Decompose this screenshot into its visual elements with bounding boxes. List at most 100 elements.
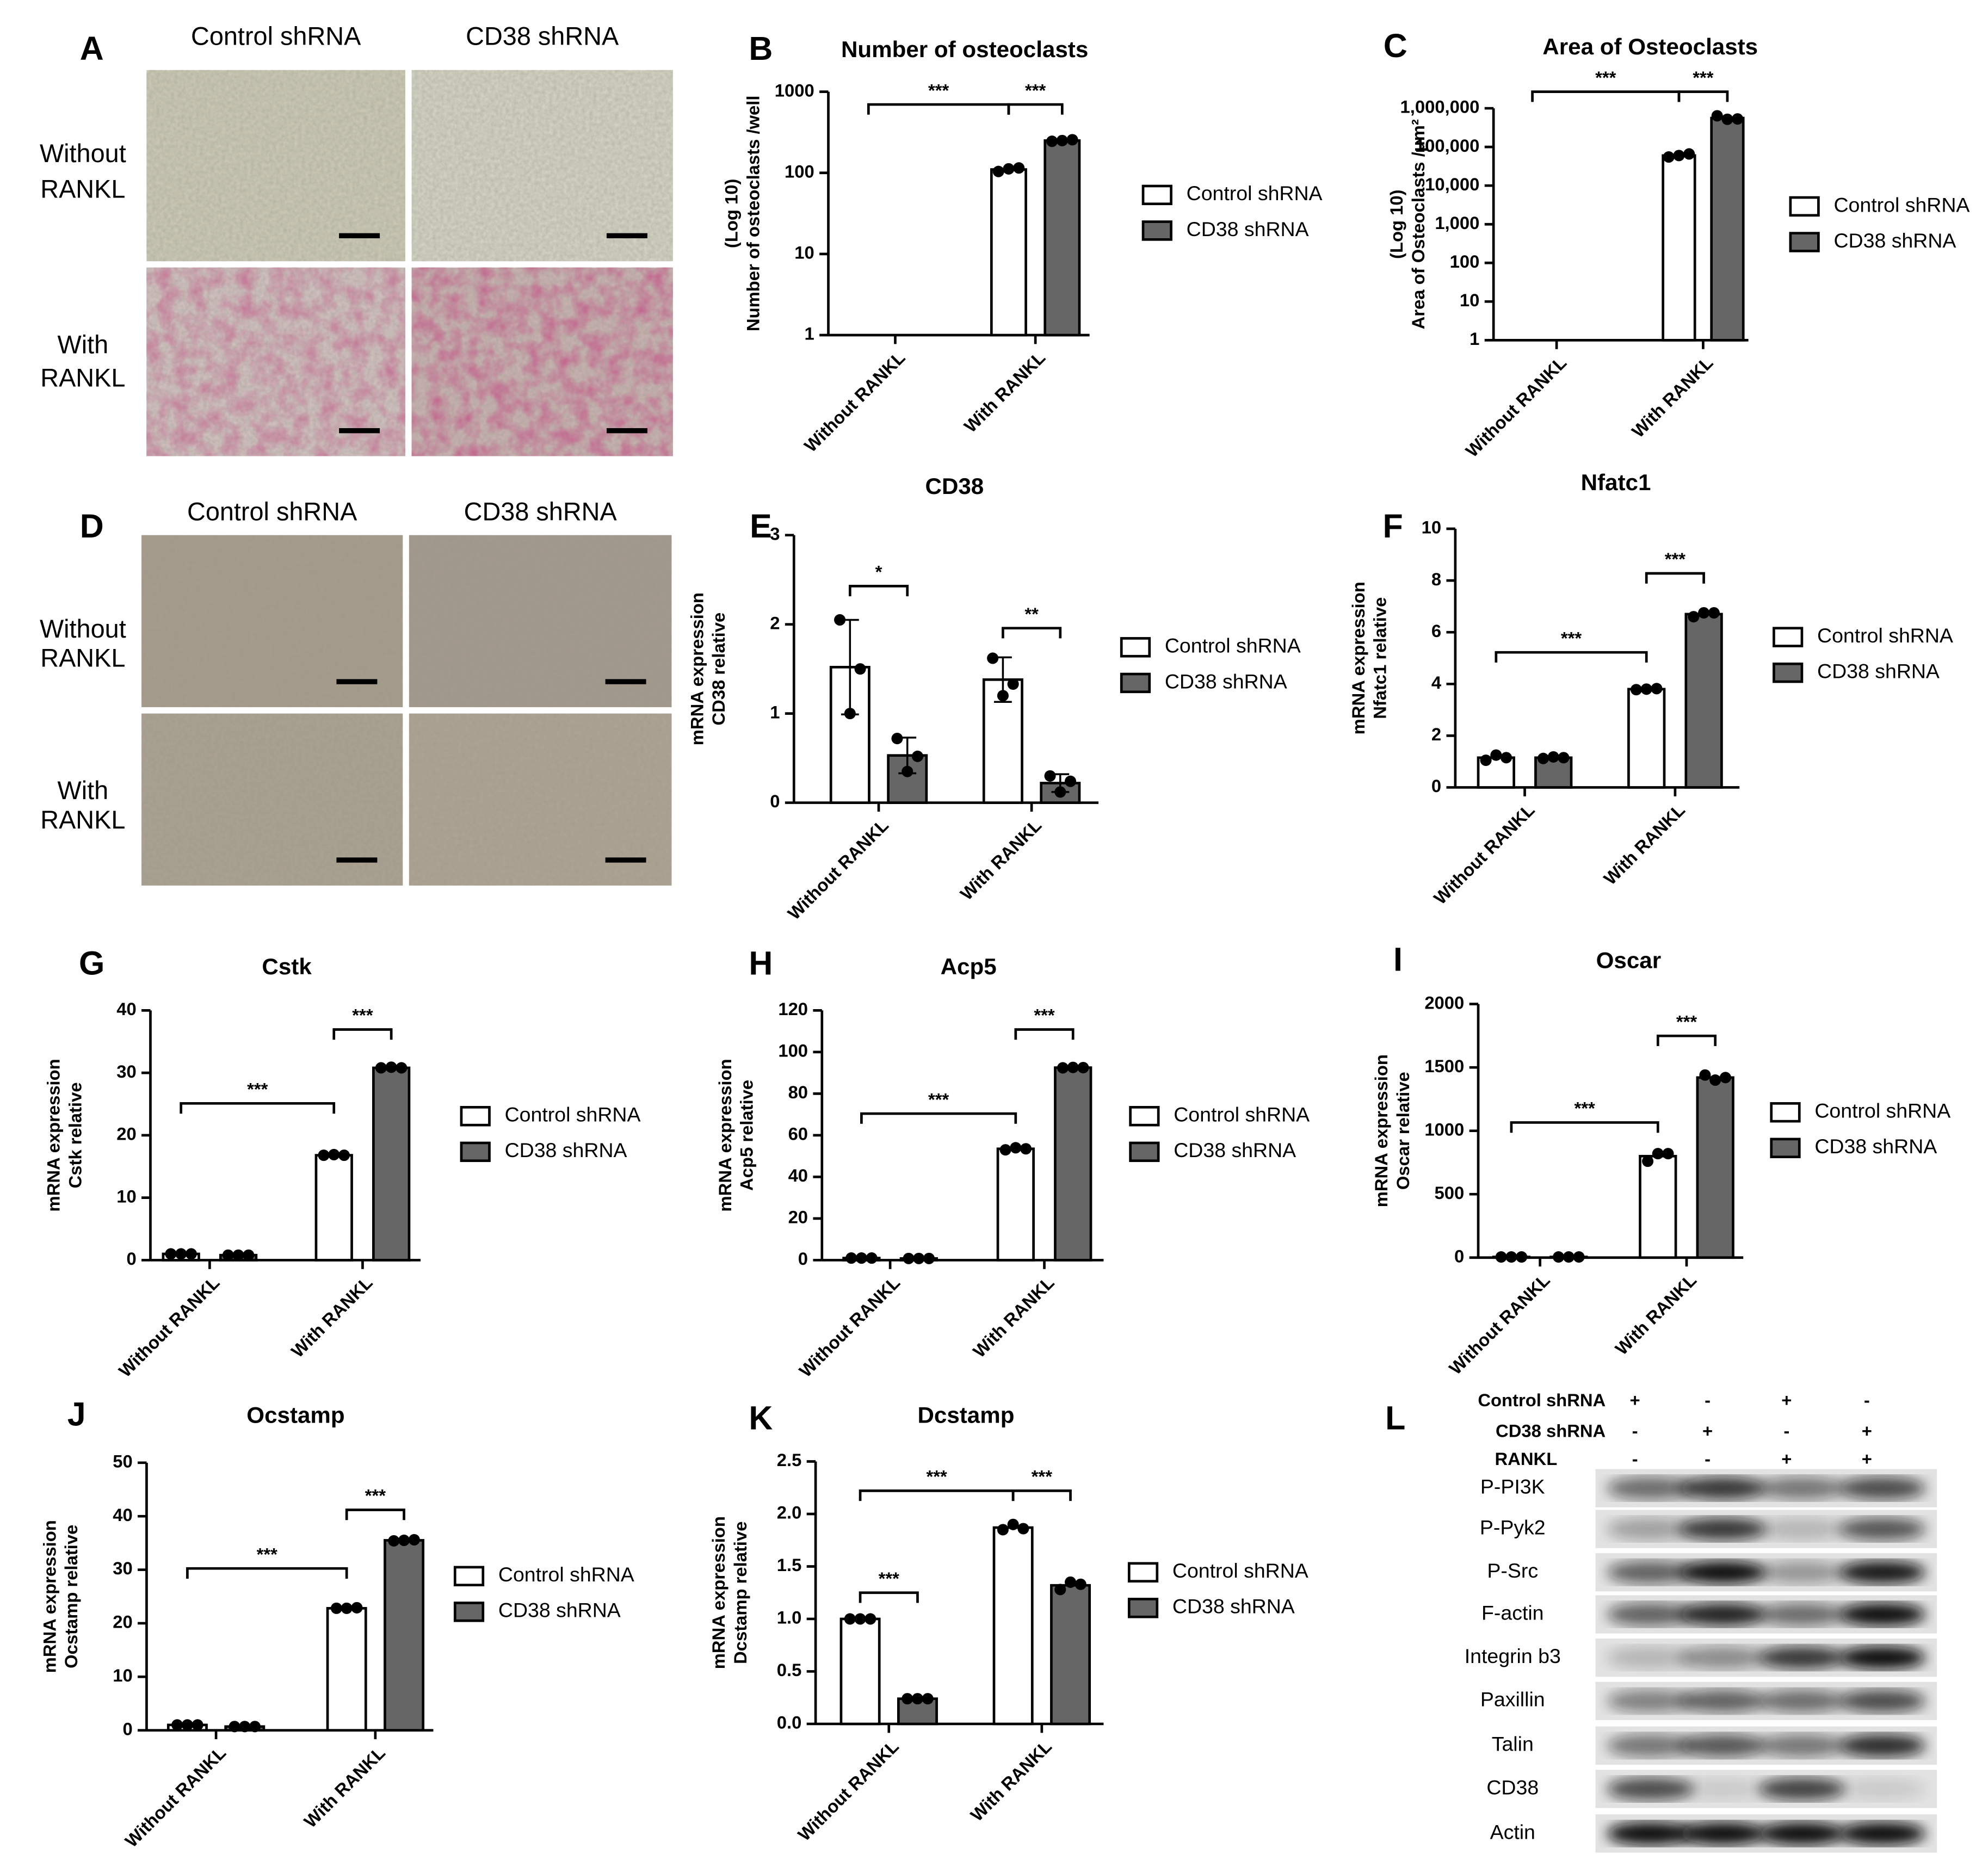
bar [990, 168, 1027, 337]
x-tick-label: Without RANKL [783, 815, 892, 924]
data-point [1553, 1251, 1565, 1263]
panel-letter: G [79, 944, 104, 981]
data-point [1057, 1062, 1069, 1074]
significance-label: *** [1665, 549, 1686, 569]
x-tick-label: Without RANKL [115, 1272, 224, 1381]
data-point [1558, 752, 1570, 764]
y-tick-label: 1 [805, 324, 814, 344]
chart-title: Number of osteoclasts [841, 36, 1088, 62]
condition-label: Control shRNA [1478, 1390, 1606, 1410]
band-label: P-Src [1487, 1559, 1538, 1582]
data-point [1077, 1062, 1089, 1074]
column-header: Control shRNA [187, 497, 357, 526]
condition-sign: + [1862, 1420, 1872, 1441]
data-point [192, 1719, 203, 1731]
y-tick-label: 50 [113, 1451, 132, 1471]
micrograph-texture [409, 713, 672, 886]
column-header: Control shRNA [191, 22, 361, 51]
data-point [999, 1144, 1011, 1156]
blot-band [1758, 1777, 1845, 1801]
y-tick-label: 1,000 [1435, 213, 1479, 233]
blot-band [1680, 1689, 1767, 1713]
data-point [1020, 1143, 1032, 1155]
y-tick-label: 2.0 [777, 1503, 802, 1523]
row-label: Without [40, 139, 126, 168]
data-point [903, 1252, 915, 1264]
x-tick-label: With RANKL [966, 1736, 1055, 1825]
blot-band [1680, 1517, 1767, 1541]
significance-bracket [1002, 627, 1062, 639]
legend-label: Control shRNA [1165, 634, 1301, 657]
y-tick-label: 100,000 [1415, 135, 1480, 156]
data-point [1721, 113, 1733, 125]
y-tick-label: 1 [1470, 329, 1479, 349]
legend-swatch [1129, 1141, 1160, 1163]
significance-label: *** [352, 1005, 373, 1025]
blot-band [1758, 1603, 1845, 1626]
y-tick-label: 10 [1422, 517, 1441, 537]
significance-bracket [1495, 651, 1648, 663]
data-point [330, 1602, 342, 1614]
data-point [328, 1148, 340, 1160]
data-point [1064, 1576, 1077, 1588]
legend-label: Control shRNA [1833, 193, 1970, 216]
data-point [249, 1721, 261, 1733]
condition-sign: - [1632, 1449, 1638, 1469]
significance-bracket [345, 1509, 405, 1520]
data-point [854, 1613, 866, 1625]
data-point [398, 1534, 410, 1546]
data-point [1013, 162, 1025, 174]
blot-band [1680, 1822, 1767, 1845]
y-tick-label: 10 [113, 1665, 132, 1685]
y-axis-label: mRNA expression [687, 592, 707, 745]
x-tick-label: Without RANKL [1430, 800, 1539, 908]
x-tick-label: With RANKL [956, 815, 1046, 904]
significance-bracket [186, 1567, 348, 1579]
data-point [1662, 1148, 1674, 1160]
panel-letter: A [80, 30, 104, 67]
y-axis-label: Dcstamp relative [730, 1522, 750, 1664]
data-point [1066, 134, 1078, 146]
data-point [1708, 607, 1720, 619]
blot-band [1680, 1777, 1767, 1801]
legend-label: CD38 shRNA [1174, 1139, 1296, 1161]
y-axis-label: Number of osteoclasts /well [743, 96, 763, 332]
blot-band [1758, 1561, 1845, 1584]
x-tick-label: With RANKL [1600, 800, 1689, 889]
blot-band [1680, 1646, 1767, 1670]
significance-label: *** [926, 1467, 947, 1487]
legend-swatch [1789, 196, 1820, 217]
data-point [388, 1535, 400, 1547]
blot-band [1758, 1734, 1845, 1757]
y-tick-label: 0 [122, 1719, 132, 1739]
significance-bracket [1011, 1489, 1072, 1501]
row-label: RANKL [40, 175, 125, 203]
data-point [175, 1248, 187, 1260]
data-point [1501, 752, 1512, 764]
y-axis-label: mRNA expression [1371, 1054, 1391, 1207]
condition-sign: + [1862, 1449, 1872, 1469]
data-point [997, 690, 1009, 702]
significance-label: *** [1574, 1098, 1595, 1118]
y-tick-label: 80 [788, 1082, 808, 1102]
y-tick-label: 0 [1454, 1246, 1464, 1266]
condition-sign: - [1783, 1420, 1789, 1441]
data-point [992, 165, 1004, 177]
blot-band [1838, 1822, 1926, 1845]
significance-bracket [859, 1591, 919, 1603]
chart-title: Area of Osteoclasts [1542, 34, 1758, 59]
y-tick-label: 2.5 [777, 1450, 802, 1470]
data-point [1054, 1584, 1066, 1596]
data-point [1698, 607, 1710, 619]
x-tick-label: With RANKL [969, 1272, 1058, 1362]
significance-label: *** [257, 1544, 278, 1564]
data-point [1537, 752, 1549, 764]
legend-label: Control shRNA [1174, 1103, 1310, 1126]
blot-band [1607, 1561, 1694, 1584]
y-tick-label: 0.0 [777, 1713, 802, 1733]
bar [1044, 139, 1081, 337]
y-tick-label: 1.5 [777, 1555, 802, 1575]
band-label: Integrin b3 [1465, 1645, 1561, 1667]
legend-label: CD38 shRNA [1817, 660, 1940, 683]
y-axis-label: CD38 relative [708, 613, 728, 726]
